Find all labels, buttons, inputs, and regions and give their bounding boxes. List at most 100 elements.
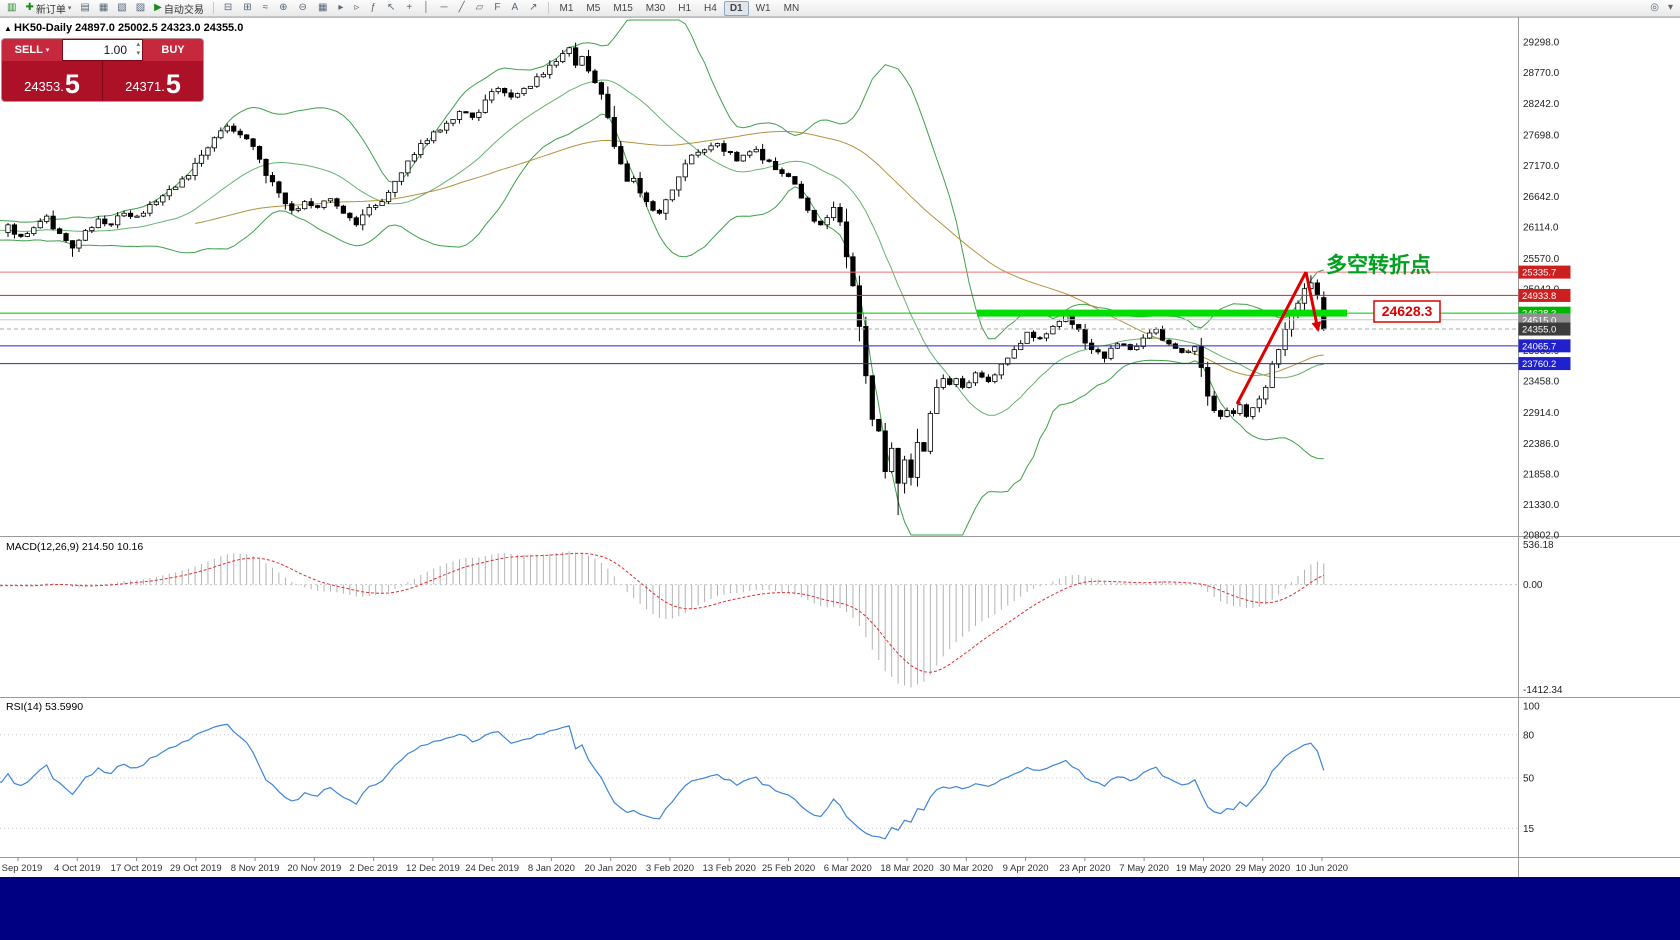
toolbar-zoom-in-button[interactable]: ⊕ [274, 1, 292, 16]
toolbar-autotrading-button[interactable]: ▶ 自动交易 [150, 1, 208, 16]
stepper-up-icon[interactable]: ▴ [136, 41, 140, 48]
toolbar-chart-profile-button[interactable]: ◎ [1646, 1, 1663, 16]
chart-title: HK50-Daily 24897.0 25002.5 24323.0 24355… [14, 22, 243, 34]
toolbar-trendline-button[interactable]: ╱ [454, 1, 470, 16]
autotrading-icon: ▶ [154, 2, 162, 13]
timeframe-w1-button[interactable]: W1 [755, 2, 771, 14]
buy-price-main: 24371. [125, 79, 165, 94]
horizontal-line-icon: ─ [440, 2, 448, 13]
stepper-down-icon[interactable]: ▾ [136, 50, 140, 57]
toolbar-text-label-button[interactable]: A [506, 1, 523, 16]
svg-text:24933.8: 24933.8 [1522, 291, 1556, 302]
sell-price-big-digit: 5 [64, 69, 80, 99]
svg-text:22914.0: 22914.0 [1523, 408, 1560, 419]
timeframe-mn-button[interactable]: MN [783, 2, 800, 14]
buy-price-big-digit: 5 [165, 69, 181, 99]
rsi-scale-label: 80 [1523, 730, 1535, 741]
volume-value: 1.00 [103, 43, 127, 57]
date-axis[interactable]: 3 Sep 2019 4 Oct 2019 17 Oct 2019 29 Oct 20… [0, 858, 1348, 874]
timeframe-m15-button[interactable]: M15 [613, 2, 633, 14]
new-chart-icon: ▥ [7, 2, 17, 13]
turning-point-annotation: 多空转折点 [1326, 253, 1431, 277]
auto-scroll-icon: ▸ [338, 2, 344, 13]
price-box-annotation[interactable] [1373, 300, 1441, 323]
toolbar-indicators-button[interactable]: ƒ [365, 1, 381, 16]
svg-text:21858.0: 21858.0 [1523, 469, 1560, 480]
toolbar-crosshair-button[interactable]: + [401, 1, 417, 16]
price-box-label: 24628.3 [1382, 303, 1433, 319]
zoom-out-icon: ⊖ [298, 2, 307, 13]
timeframe-m5-button[interactable]: M5 [586, 2, 601, 14]
toolbar-horizontal-line-button[interactable]: ─ [436, 1, 453, 16]
timeframe-m1-button[interactable]: M1 [559, 2, 574, 14]
toolbar-cursor-button[interactable]: ↖ [382, 1, 400, 16]
rsi-line [0, 723, 1325, 840]
sell-price-main: 24353. [24, 79, 64, 94]
macd-label: MACD(12,26,9) 214.50 10.16 [6, 541, 143, 553]
toolbar-new-chart-button[interactable]: ▥ [3, 1, 20, 16]
candlestick-chart-icon: ⊞ [243, 2, 252, 13]
timeframe-m30-button[interactable]: M30 [645, 2, 666, 14]
svg-text:30 Mar 2020: 30 Mar 2020 [940, 863, 993, 874]
sell-price[interactable]: 24353. 5 [2, 61, 102, 101]
fibonacci-icon: F [494, 2, 501, 13]
toolbar-chart-shift-button[interactable]: ▹ [349, 1, 364, 16]
chevron-down-icon: ▾ [67, 5, 72, 12]
svg-text:29298.0: 29298.0 [1523, 38, 1560, 49]
timeframe-d1-button[interactable]: D1 [723, 0, 749, 16]
svg-text:26642.0: 26642.0 [1523, 192, 1560, 203]
toolbar-left-group: ▥ ✚ 新订单 ▾ ▤ ▦ ▧ ▨ ▶ 自动交易 ⊟ ⊞ ≈ ⊕ ⊖ ▦ ▸ ▹ ƒ ↖ + │ ─ ╱ ▱ F A ↗ M1 M5 M15… [3, 0, 805, 16]
toolbar-tile-windows-button[interactable]: ▦ [313, 1, 332, 16]
toolbar-line-chart-button[interactable]: ≈ [258, 1, 274, 16]
toolbar-vertical-line-button[interactable]: │ [418, 1, 434, 16]
svg-text:24355.0: 24355.0 [1522, 325, 1556, 336]
svg-text:8 Jan 2020: 8 Jan 2020 [528, 863, 575, 874]
sell-button[interactable]: SELL ▾ [2, 39, 62, 61]
toolbar-separator [547, 2, 549, 14]
toolbar-fibonacci-button[interactable]: F [489, 1, 505, 16]
toolbar-arrows-button[interactable]: ↗ [524, 1, 542, 16]
toolbar-terminal-button[interactable]: ▨ [132, 1, 149, 16]
toolbar-zoom-out-button[interactable]: ⊖ [294, 1, 312, 16]
svg-text:24065.7: 24065.7 [1522, 341, 1556, 352]
volume-stepper[interactable]: ▴ ▾ [136, 40, 140, 58]
toolbar-more-button[interactable]: ▾ [1664, 1, 1677, 16]
toolbar-candlestick-chart-button[interactable]: ⊞ [238, 1, 256, 16]
autotrading-label: 自动交易 [163, 4, 204, 16]
rsi-scale-label: 100 [1523, 702, 1540, 713]
svg-text:19 May 2020: 19 May 2020 [1176, 863, 1231, 874]
rsi-label: RSI(14) 53.5990 [6, 701, 83, 713]
svg-text:12 Dec 2019: 12 Dec 2019 [406, 863, 460, 874]
svg-text:23760.2: 23760.2 [1522, 359, 1556, 370]
toolbar-channel-button[interactable]: ▱ [471, 1, 489, 16]
timeframe-h1-button[interactable]: H1 [678, 2, 692, 14]
buy-button[interactable]: BUY [143, 39, 203, 61]
indicators-icon: ƒ [370, 2, 377, 13]
bar-chart-icon: ⊟ [223, 2, 233, 13]
trend-arrow-2[interactable] [1304, 271, 1322, 332]
volume-input[interactable]: 1.00 ▴ ▾ [63, 40, 142, 60]
svg-text:24 Dec 2019: 24 Dec 2019 [465, 863, 519, 874]
toolbar-new-order-button[interactable]: ✚ 新订单 ▾ [21, 1, 75, 16]
channel-icon: ▱ [475, 2, 484, 13]
svg-text:23 Apr 2020: 23 Apr 2020 [1059, 863, 1110, 874]
svg-text:29 May 2020: 29 May 2020 [1235, 863, 1290, 874]
trade-panel-top-row: SELL ▾ 1.00 ▴ ▾ BUY [2, 39, 203, 61]
new-order-label: 新订单 [35, 4, 66, 16]
svg-text:25335.7: 25335.7 [1522, 268, 1556, 279]
toolbar-profiles-button[interactable]: ▤ [76, 1, 93, 16]
svg-text:3 Sep 2019: 3 Sep 2019 [0, 863, 42, 874]
buy-price[interactable]: 24371. 5 [103, 61, 203, 101]
toolbar-navigator-button[interactable]: ▧ [113, 1, 130, 16]
toolbar-charts-grid-button[interactable]: ▦ [95, 1, 112, 16]
timeframe-h4-button[interactable]: H4 [704, 2, 717, 14]
macd-scale-label: 536.18 [1523, 540, 1554, 551]
toolbar-bar-chart-button[interactable]: ⊟ [219, 1, 237, 16]
top-toolbar: ▥ ✚ 新订单 ▾ ▤ ▦ ▧ ▨ ▶ 自动交易 ⊟ ⊞ ≈ ⊕ ⊖ ▦ ▸ ▹ ƒ ↖ + │ ─ ╱ ▱ F A ↗ M1 M5 M15… [0, 0, 1680, 17]
toolbar-auto-scroll-button[interactable]: ▸ [333, 1, 348, 16]
trend-arrow-1[interactable] [1235, 271, 1308, 405]
trade-panel-price-row: 24353. 5 24371. 5 [2, 61, 203, 101]
svg-text:8 Nov 2019: 8 Nov 2019 [231, 863, 280, 874]
new-order-icon: ✚ [25, 2, 34, 13]
